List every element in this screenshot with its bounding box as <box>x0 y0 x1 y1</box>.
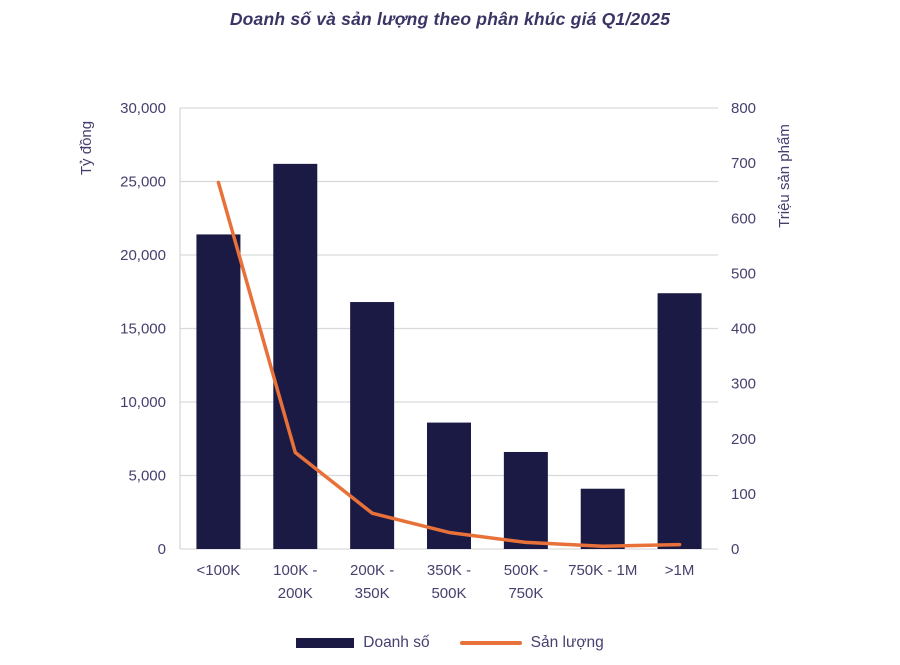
left-axis-tick-label: 25,000 <box>120 174 166 191</box>
x-axis-tick-label: 350K -500K <box>427 562 471 602</box>
san-luong-line <box>216 180 682 548</box>
x-axis-tick-label: >1M <box>665 562 695 579</box>
bar <box>657 293 702 549</box>
x-axis-tick-label: 200K -350K <box>350 562 394 602</box>
left-axis-tick-label: 5,000 <box>128 468 166 485</box>
right-axis-tick-label: 100 <box>731 486 756 503</box>
right-axis-tick-label: 0 <box>731 541 739 558</box>
right-axis-tick-label: 700 <box>731 155 756 172</box>
right-axis-tick-label: 800 <box>731 100 756 117</box>
line-series-swatch <box>459 641 522 645</box>
bar-series-swatch <box>296 638 355 648</box>
right-axis-tick-label: 300 <box>731 376 756 393</box>
left-axis-tick-label: 15,000 <box>120 321 166 338</box>
x-axis-tick-label: 100K -200K <box>273 562 317 602</box>
bar <box>503 451 548 549</box>
left-axis-tick-label: 20,000 <box>120 247 166 264</box>
right-axis-tick-label: 500 <box>731 265 756 282</box>
bar <box>580 488 625 549</box>
bar <box>196 234 241 550</box>
right-axis-tick-label: 600 <box>731 210 756 227</box>
legend-line-label: Sản lượng <box>530 634 604 651</box>
legend: Doanh số Sản lượng <box>0 634 900 652</box>
x-axis-tick-label: <100K <box>197 562 241 579</box>
right-axis-tick-label: 200 <box>731 431 756 448</box>
legend-item-doanh-so: Doanh số <box>296 634 430 652</box>
plot-area: 0 5,000 10,000 15,000 20,000 25,000 30,000 0 100… <box>120 100 756 602</box>
left-axis-tick-label: 0 <box>158 541 166 558</box>
bar <box>350 302 395 549</box>
left-axis-tick-label: 10,000 <box>120 394 166 411</box>
x-axis-tick-label: 500K -750K <box>504 562 548 602</box>
chart-title: Doanh số và sản lượng theo phân khúc giá… <box>229 9 671 29</box>
bar <box>273 163 318 550</box>
x-axis-tick-label: 750K - 1M <box>568 562 637 579</box>
right-axis-tick-label: 400 <box>731 321 756 338</box>
left-axis-tick-label: 30,000 <box>120 100 166 117</box>
legend-bar-label: Doanh số <box>363 634 430 651</box>
legend-item-san-luong: Sản lượng <box>459 634 604 652</box>
